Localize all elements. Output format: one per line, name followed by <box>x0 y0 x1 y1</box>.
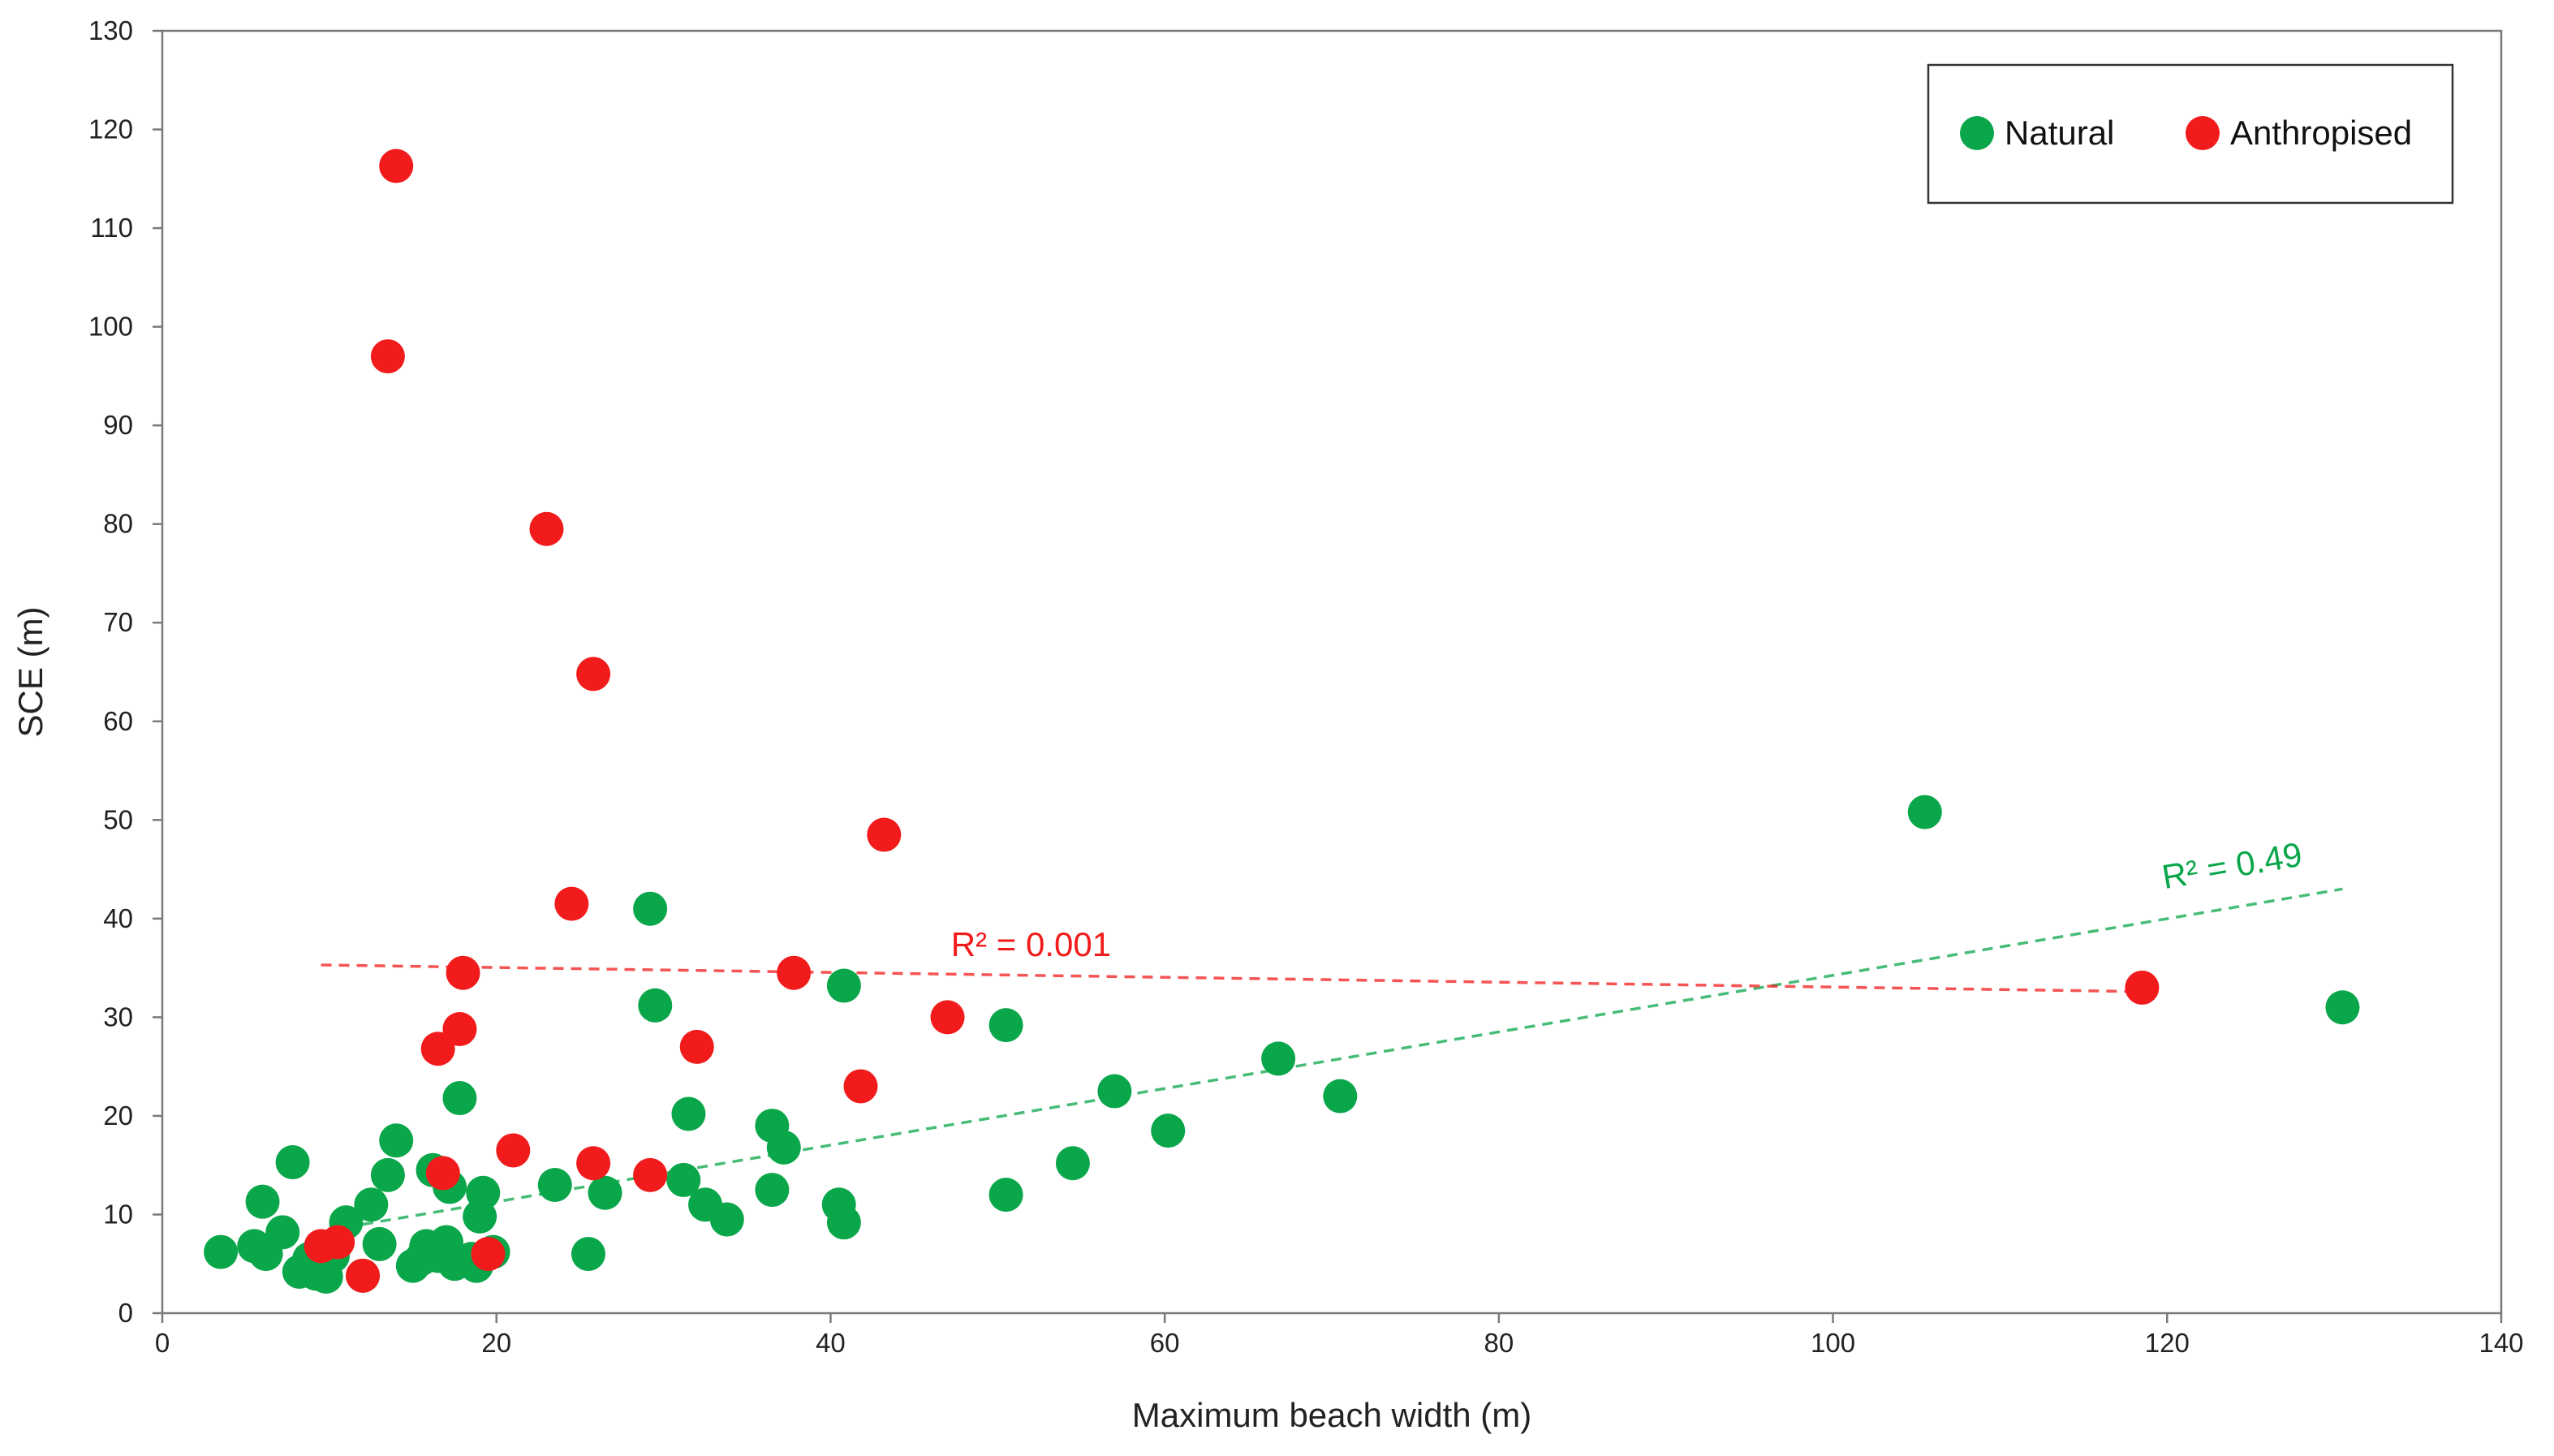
point-natural <box>1323 1079 1358 1114</box>
point-anthropised <box>425 1156 460 1191</box>
point-anthropised <box>442 1011 477 1046</box>
point-anthropised <box>633 1157 668 1192</box>
point-anthropised <box>346 1258 381 1293</box>
point-natural <box>709 1202 744 1237</box>
legend: Natural Anthropised <box>1927 63 2454 205</box>
x-axis-title: Maximum beach width (m) <box>1132 1396 1531 1434</box>
y-tick-label: 100 <box>88 312 133 342</box>
point-natural <box>370 1157 405 1192</box>
x-tick-label: 40 <box>816 1328 846 1358</box>
point-natural <box>466 1175 501 1210</box>
y-tick-label: 20 <box>103 1101 133 1131</box>
y-tick-label: 30 <box>103 1002 133 1032</box>
r2-label-anthropised: R² = 0.001 <box>951 925 1111 963</box>
point-natural <box>671 1096 706 1131</box>
point-natural <box>265 1215 300 1250</box>
point-anthropised <box>2125 970 2160 1005</box>
plot-area-frame <box>161 29 2503 1315</box>
point-anthropised <box>867 817 902 852</box>
point-natural <box>1907 795 1942 829</box>
point-natural <box>1151 1114 1186 1148</box>
point-natural <box>204 1234 239 1269</box>
point-natural <box>755 1173 790 1208</box>
point-natural <box>826 1205 861 1240</box>
point-natural <box>245 1184 280 1219</box>
point-natural <box>275 1145 310 1180</box>
point-anthropised <box>777 955 812 990</box>
x-tick-label: 140 <box>2479 1328 2523 1358</box>
x-tick-label: 20 <box>481 1328 511 1358</box>
legend-marker-natural <box>1960 116 1994 150</box>
point-natural <box>379 1123 414 1158</box>
point-natural <box>1097 1074 1132 1109</box>
y-tick-label: 110 <box>90 213 133 243</box>
point-anthropised <box>471 1237 506 1272</box>
y-tick-label: 50 <box>103 804 133 834</box>
point-natural <box>362 1226 397 1261</box>
point-natural <box>633 891 668 926</box>
legend-marker-anthropised <box>2186 116 2220 150</box>
axis-ticks: 0 20 40 60 80 100 120 140 0 10 20 30 40 50 60 70 80 90 100… <box>88 15 2524 1358</box>
point-anthropised <box>370 339 405 374</box>
trendlines <box>321 887 2343 1226</box>
data-points <box>204 149 2360 1294</box>
x-tick-label: 0 <box>155 1328 170 1358</box>
point-anthropised <box>529 511 564 546</box>
point-natural <box>1055 1146 1090 1181</box>
point-anthropised <box>843 1069 878 1104</box>
point-anthropised <box>446 955 480 990</box>
point-natural <box>588 1175 622 1210</box>
point-anthropised <box>576 1146 611 1181</box>
point-natural <box>988 1178 1023 1213</box>
point-anthropised <box>496 1133 531 1168</box>
legend-label-anthropised: Anthropised <box>2230 114 2412 152</box>
x-tick-label: 80 <box>1484 1328 1514 1358</box>
y-tick-label: 60 <box>103 706 133 736</box>
x-tick-label: 60 <box>1150 1328 1180 1358</box>
point-anthropised <box>554 886 589 921</box>
trendline-natural <box>362 887 2343 1226</box>
point-natural <box>537 1168 572 1202</box>
y-tick-label: 90 <box>103 410 133 440</box>
point-natural <box>666 1162 701 1197</box>
point-anthropised <box>321 1225 355 1260</box>
point-natural <box>1261 1041 1296 1076</box>
legend-label-natural: Natural <box>2005 114 2114 152</box>
x-tick-label: 120 <box>2145 1328 2190 1358</box>
point-natural <box>571 1237 605 1272</box>
point-anthropised <box>576 657 611 691</box>
point-anthropised <box>930 1000 965 1035</box>
point-anthropised <box>420 1032 455 1066</box>
point-natural <box>442 1081 477 1116</box>
point-anthropised <box>679 1029 714 1064</box>
y-tick-label: 120 <box>88 114 133 144</box>
y-tick-label: 70 <box>103 607 133 637</box>
trendline-anthropised <box>321 963 2143 993</box>
point-natural <box>988 1008 1023 1043</box>
y-tick-label: 10 <box>103 1199 133 1229</box>
y-tick-label: 40 <box>103 903 133 933</box>
y-tick-label: 0 <box>118 1298 133 1328</box>
point-natural <box>638 988 673 1023</box>
point-anthropised <box>379 149 414 183</box>
y-tick-label: 80 <box>103 509 133 539</box>
point-natural <box>826 968 861 1003</box>
y-axis-title: SCE (m) <box>11 607 50 738</box>
point-natural <box>354 1187 389 1222</box>
x-tick-label: 100 <box>1811 1328 1855 1358</box>
point-natural <box>766 1130 801 1165</box>
y-tick-label: 130 <box>88 15 133 45</box>
point-natural <box>2325 990 2360 1025</box>
